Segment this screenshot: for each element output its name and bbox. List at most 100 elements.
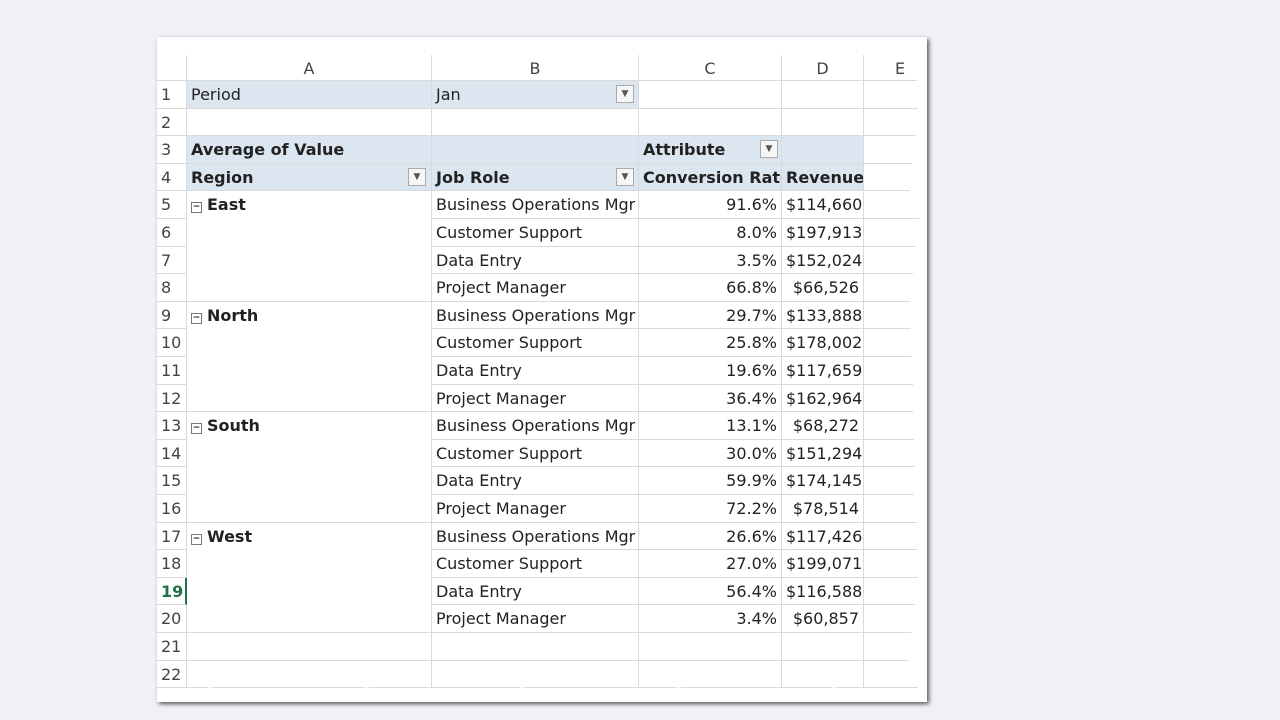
cell[interactable]: − West bbox=[187, 522, 432, 551]
cell[interactable]: 13.1% bbox=[639, 412, 782, 440]
cell[interactable]: Average of Value bbox=[187, 136, 432, 164]
cell[interactable] bbox=[187, 633, 432, 661]
cell[interactable] bbox=[864, 495, 920, 523]
column-header[interactable]: A bbox=[187, 55, 432, 81]
cell[interactable] bbox=[864, 247, 920, 275]
cell[interactable] bbox=[187, 246, 432, 275]
cell[interactable]: 29.7% bbox=[639, 301, 782, 330]
cell[interactable]: Data Entry bbox=[432, 357, 639, 385]
cell[interactable]: $178,002 bbox=[782, 329, 864, 357]
cell[interactable]: $151,294 bbox=[782, 439, 864, 468]
row-header[interactable]: 8 bbox=[157, 274, 187, 302]
cell[interactable]: Jan bbox=[432, 81, 639, 109]
cell[interactable]: Data Entry bbox=[432, 467, 639, 495]
cell[interactable]: $117,659 bbox=[782, 357, 864, 385]
cell[interactable]: − East bbox=[187, 191, 432, 219]
filter-button[interactable]: ▼ bbox=[616, 167, 634, 186]
cell[interactable] bbox=[639, 81, 782, 109]
cell[interactable] bbox=[782, 136, 864, 164]
cell[interactable]: Business Operations Mgr bbox=[432, 522, 639, 551]
cell[interactable]: Project Manager bbox=[432, 495, 639, 523]
cell[interactable]: 66.8% bbox=[639, 274, 782, 302]
cell[interactable] bbox=[187, 577, 432, 606]
cell[interactable]: 3.5% bbox=[639, 246, 782, 275]
column-header[interactable]: E bbox=[864, 55, 920, 81]
row-header[interactable]: 12 bbox=[157, 384, 187, 413]
cell[interactable]: 91.6% bbox=[639, 191, 782, 219]
cell[interactable] bbox=[864, 523, 920, 551]
cell[interactable] bbox=[864, 550, 920, 578]
cell[interactable]: 25.8% bbox=[639, 329, 782, 357]
cell[interactable]: $199,071 bbox=[782, 550, 864, 578]
cell[interactable]: 26.6% bbox=[639, 522, 782, 551]
cell[interactable]: − North bbox=[187, 301, 432, 330]
cell[interactable]: 72.2% bbox=[639, 495, 782, 523]
cell[interactable] bbox=[187, 357, 432, 385]
cell[interactable]: Business Operations Mgr bbox=[432, 191, 639, 219]
row-header[interactable]: 1 bbox=[157, 81, 187, 109]
row-header[interactable]: 3 bbox=[157, 136, 187, 164]
row-header[interactable]: 21 bbox=[157, 633, 187, 661]
cell[interactable]: 59.9% bbox=[639, 467, 782, 495]
cell[interactable] bbox=[432, 136, 639, 164]
cell[interactable]: Business Operations Mgr bbox=[432, 412, 639, 440]
cell[interactable] bbox=[864, 81, 920, 109]
cell[interactable]: Data Entry bbox=[432, 577, 639, 606]
cell[interactable]: $162,964 bbox=[782, 384, 864, 413]
collapse-button[interactable]: − bbox=[191, 533, 202, 545]
cell[interactable] bbox=[864, 357, 920, 385]
cell[interactable] bbox=[864, 633, 920, 661]
row-header[interactable]: 5 bbox=[157, 191, 187, 219]
cell[interactable]: $60,857 bbox=[782, 605, 864, 633]
cell[interactable] bbox=[432, 108, 639, 137]
cell[interactable] bbox=[864, 578, 920, 606]
cell[interactable] bbox=[187, 660, 432, 689]
row-header[interactable]: 15 bbox=[157, 467, 187, 495]
cell[interactable] bbox=[187, 495, 432, 523]
row-header[interactable]: 13 bbox=[157, 412, 187, 440]
cell[interactable] bbox=[432, 660, 639, 689]
cell[interactable]: Project Manager bbox=[432, 605, 639, 633]
cell[interactable] bbox=[187, 439, 432, 468]
cell[interactable]: Revenue bbox=[782, 163, 864, 192]
row-header[interactable]: 7 bbox=[157, 246, 187, 275]
cell[interactable] bbox=[187, 274, 432, 302]
cell[interactable] bbox=[187, 108, 432, 137]
cell[interactable]: 8.0% bbox=[639, 219, 782, 247]
cell[interactable]: Conversion Rate bbox=[639, 163, 782, 192]
cell[interactable] bbox=[782, 660, 864, 689]
cell[interactable]: Job Role bbox=[432, 163, 639, 192]
row-header[interactable]: 14 bbox=[157, 439, 187, 468]
cell[interactable]: Region bbox=[187, 163, 432, 192]
cell[interactable]: 3.4% bbox=[639, 605, 782, 633]
cell[interactable] bbox=[782, 81, 864, 109]
cell[interactable] bbox=[864, 302, 920, 330]
collapse-button[interactable]: − bbox=[191, 202, 202, 214]
row-header[interactable]: 2 bbox=[157, 108, 187, 137]
cell[interactable] bbox=[864, 467, 920, 495]
cell[interactable] bbox=[639, 633, 782, 661]
cell[interactable]: 56.4% bbox=[639, 577, 782, 606]
cell[interactable]: $116,588 bbox=[782, 577, 864, 606]
cell[interactable] bbox=[187, 467, 432, 495]
cell[interactable]: $117,426 bbox=[782, 522, 864, 551]
cell[interactable] bbox=[187, 329, 432, 357]
cell[interactable] bbox=[639, 108, 782, 137]
cell[interactable] bbox=[187, 550, 432, 578]
row-header[interactable]: 9 bbox=[157, 301, 187, 330]
cell[interactable] bbox=[864, 440, 920, 468]
cell[interactable] bbox=[187, 219, 432, 247]
row-header[interactable]: 10 bbox=[157, 329, 187, 357]
cell[interactable] bbox=[187, 384, 432, 413]
cell[interactable]: 30.0% bbox=[639, 439, 782, 468]
cell[interactable] bbox=[187, 605, 432, 633]
cell[interactable]: $152,024 bbox=[782, 246, 864, 275]
cell[interactable]: Data Entry bbox=[432, 246, 639, 275]
cell[interactable]: − South bbox=[187, 412, 432, 440]
cell[interactable] bbox=[864, 385, 920, 413]
cell[interactable]: $78,514 bbox=[782, 495, 864, 523]
cell[interactable]: 27.0% bbox=[639, 550, 782, 578]
cell[interactable]: $133,888 bbox=[782, 301, 864, 330]
cell[interactable]: Project Manager bbox=[432, 384, 639, 413]
row-header[interactable]: 4 bbox=[157, 163, 187, 192]
